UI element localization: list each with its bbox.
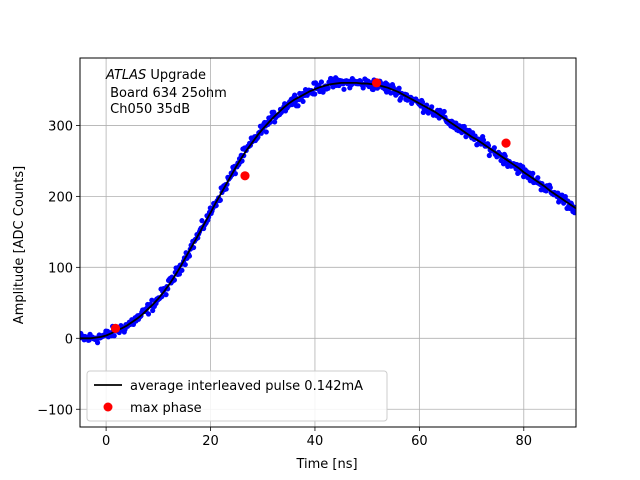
y-tick-label: 0 xyxy=(65,332,73,347)
series-group xyxy=(80,75,576,346)
data-point xyxy=(271,109,277,115)
legend-label-max-phase: max phase xyxy=(130,401,202,416)
max-phase-point xyxy=(110,323,121,333)
axis-ticks: 0 20 40 60 80 −100 0 100 200 300 xyxy=(37,119,532,449)
data-point xyxy=(325,85,331,91)
data-point xyxy=(429,104,435,110)
x-tick-label: 40 xyxy=(307,434,324,449)
max-phase-point xyxy=(240,171,250,181)
x-tick-label: 20 xyxy=(202,434,219,449)
x-tick-label: 0 xyxy=(102,434,110,449)
legend-label-average-pulse: average interleaved pulse 0.142mA xyxy=(130,379,363,394)
y-tick-label: 300 xyxy=(48,119,73,134)
data-point xyxy=(111,333,117,339)
data-point xyxy=(163,292,169,298)
annotation-line-1: ATLAS Upgrade xyxy=(105,68,206,83)
atlas-label: ATLAS xyxy=(105,68,146,83)
data-point xyxy=(318,79,325,85)
data-point xyxy=(182,261,188,268)
y-axis-label: Amplitude [ADC Counts] xyxy=(12,166,27,324)
data-point xyxy=(396,85,402,91)
data-point xyxy=(150,307,156,314)
x-axis-label: Time [ns] xyxy=(295,457,357,472)
data-point xyxy=(486,152,492,159)
legend: average interleaved pulse 0.142mA max ph… xyxy=(86,370,388,422)
x-tick-label: 60 xyxy=(411,434,428,449)
average-pulse-line xyxy=(80,81,576,340)
y-tick-label: 100 xyxy=(48,261,73,276)
data-point xyxy=(300,98,306,105)
data-point xyxy=(480,137,487,143)
data-point xyxy=(94,339,101,346)
data-point xyxy=(232,171,238,177)
data-point xyxy=(441,108,447,115)
data-point xyxy=(295,103,301,109)
data-point xyxy=(341,86,347,92)
data-point xyxy=(217,197,223,203)
data-point xyxy=(571,210,576,216)
upgrade-label: Upgrade xyxy=(146,68,206,83)
data-point xyxy=(263,129,269,135)
annotation: ATLAS Upgrade Board 634 25ohm Ch050 35dB xyxy=(105,68,227,117)
annotation-line-3: Ch050 35dB xyxy=(106,102,190,117)
legend-marker-swatch xyxy=(103,402,113,412)
data-point xyxy=(272,119,278,125)
data-point xyxy=(461,123,467,130)
max-phase-point xyxy=(501,138,511,148)
data-point xyxy=(179,267,185,273)
data-point xyxy=(199,218,205,224)
axes-frame xyxy=(79,57,577,428)
legend-box xyxy=(86,370,388,422)
max-phase-point xyxy=(371,78,382,88)
y-tick-label: 200 xyxy=(48,190,73,205)
data-point xyxy=(530,170,536,176)
data-point xyxy=(312,91,318,97)
data-point xyxy=(535,175,541,181)
x-tick-label: 80 xyxy=(516,434,533,449)
data-point xyxy=(145,311,152,317)
plot-area xyxy=(80,75,576,346)
data-point xyxy=(491,145,497,151)
y-tick-label: −100 xyxy=(37,403,73,418)
annotation-line-2: Board 634 25ohm xyxy=(106,86,227,101)
